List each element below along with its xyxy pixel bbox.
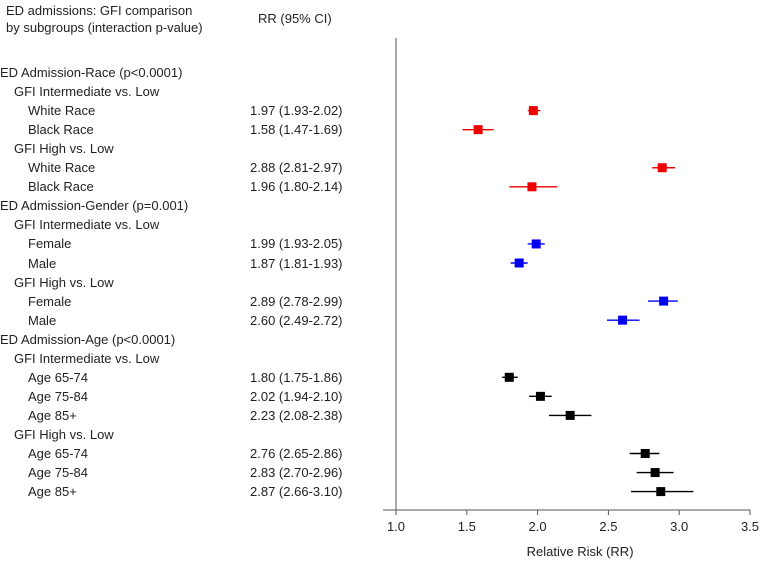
subgroup-label: Male [28, 255, 57, 271]
subgroup-label: White Race [28, 103, 96, 119]
point-estimate [527, 182, 537, 192]
x-tick-label: 2.5 [599, 519, 617, 534]
point-estimate [473, 125, 483, 135]
chart-title-line-2: by subgroups (interaction p-value) [6, 20, 203, 35]
x-axis-title: Relative Risk (RR) [527, 544, 634, 559]
point-estimate [528, 106, 538, 116]
rr-value: 2.23 (2.08-2.38) [250, 407, 343, 423]
subgroup-label: Age 65-74 [28, 446, 88, 461]
point-estimate [657, 163, 667, 173]
comparison-label: GFI High vs. Low [14, 426, 114, 442]
x-tick-label: 3.0 [670, 519, 688, 534]
point-estimate [565, 410, 575, 420]
comparison-label: GFI Intermediate vs. Low [14, 217, 160, 233]
subgroup-label: Age 75-84 [28, 388, 88, 404]
point-estimate [650, 468, 660, 478]
point-estimate [656, 487, 666, 497]
rr-value: 1.96 (1.80-2.14) [250, 179, 343, 195]
comparison-label: GFI Intermediate vs. Low [14, 84, 160, 100]
rr-value: 1.97 (1.93-2.02) [250, 103, 343, 119]
point-estimate [531, 239, 541, 249]
comparison-label: GFI High vs. Low [14, 141, 114, 157]
point-estimate [535, 391, 545, 401]
chart-title: ED admissions: GFI comparison by subgrou… [6, 2, 203, 36]
x-tick-label: 3.5 [741, 519, 759, 534]
point-estimate [659, 296, 669, 306]
rr-value: 2.76 (2.65-2.86) [250, 446, 343, 461]
point-estimate [514, 258, 524, 268]
chart-title-line-1: ED admissions: GFI comparison [6, 3, 193, 18]
rr-value: 1.58 (1.47-1.69) [250, 122, 343, 138]
subgroup-label: Black Race [28, 122, 94, 138]
rr-value: 2.83 (2.70-2.96) [250, 465, 343, 481]
group-header-label: ED Admission-Age (p<0.0001) [0, 331, 176, 347]
subgroup-label: Age 85+ [28, 407, 77, 423]
rr-value: 1.87 (1.81-1.93) [250, 255, 343, 271]
rr-value: 2.02 (1.94-2.10) [250, 388, 343, 404]
point-estimate [618, 315, 628, 325]
x-tick-label: 1.5 [458, 519, 476, 534]
rr-value: 1.99 (1.93-2.05) [250, 236, 343, 252]
group-header-label: ED Admission-Race (p<0.0001) [0, 65, 183, 80]
subgroup-label: Age 75-84 [28, 465, 88, 481]
subgroup-label: White Race [28, 160, 96, 176]
subgroup-label: Age 85+ [28, 484, 77, 500]
rr-value: 1.80 (1.75-1.86) [250, 369, 343, 385]
rr-value: 2.88 (2.81-2.97) [250, 160, 343, 176]
rr-column-header: RR (95% CI) [258, 11, 332, 26]
comparison-label: GFI High vs. Low [14, 274, 114, 290]
point-estimate [504, 372, 514, 382]
subgroup-label: Female [28, 293, 72, 309]
point-estimate [640, 449, 650, 458]
group-header-label: ED Admission-Gender (p=0.001) [0, 198, 189, 214]
comparison-label: GFI Intermediate vs. Low [14, 350, 160, 366]
rr-value: 2.87 (2.66-3.10) [250, 484, 343, 500]
rr-value: 2.60 (2.49-2.72) [250, 312, 343, 328]
x-tick-label: 2.0 [529, 519, 547, 534]
rr-value: 2.89 (2.78-2.99) [250, 293, 343, 309]
subgroup-label: Male [28, 312, 57, 328]
x-tick-label: 1.0 [387, 519, 405, 534]
subgroup-label: Female [28, 236, 72, 252]
subgroup-label: Age 65-74 [28, 369, 88, 385]
subgroup-label: Black Race [28, 179, 94, 195]
